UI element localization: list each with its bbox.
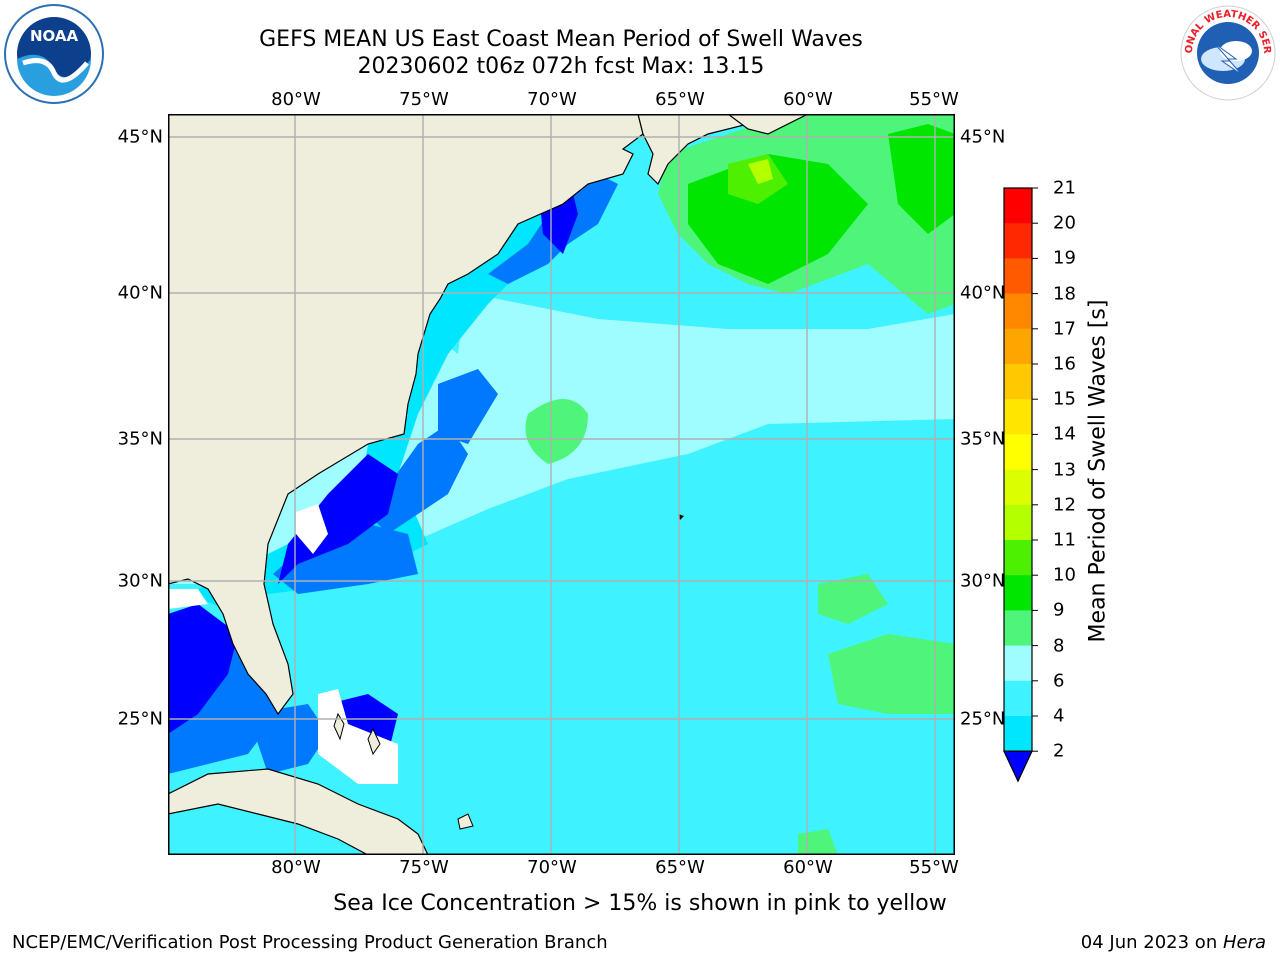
colorbar-tick-label: 18 bbox=[1053, 283, 1076, 305]
colorbar-segment bbox=[1004, 188, 1032, 224]
lat-label-left: 25°N bbox=[117, 708, 163, 730]
nws-logo: NATIONAL WEATHER SERVICE bbox=[1178, 3, 1276, 101]
chart-subtitle: 20230602 t06z 072h fcst Max: 13.15 bbox=[357, 54, 765, 79]
colorbar bbox=[1003, 187, 1038, 783]
lon-label-top: 55°W bbox=[909, 89, 959, 110]
colorbar-segment bbox=[1004, 680, 1032, 717]
colorbar-tick-label: 16 bbox=[1053, 353, 1076, 375]
colorbar-tick-label: 19 bbox=[1053, 247, 1076, 269]
lon-label-top: 65°W bbox=[655, 89, 705, 110]
lat-label-right: 25°N bbox=[960, 708, 1006, 730]
colorbar-tick-label: 8 bbox=[1053, 635, 1065, 657]
colorbar-segment bbox=[1004, 399, 1032, 435]
colorbar-label: Mean Period of Swell Waves [s] bbox=[1085, 299, 1111, 643]
chart-title: GEFS MEAN US East Coast Mean Period of S… bbox=[259, 27, 863, 52]
colorbar-segment bbox=[1004, 540, 1032, 576]
colorbar-tick-label: 2 bbox=[1053, 740, 1065, 762]
colorbar-segment bbox=[1004, 364, 1032, 400]
svg-text:NOAA: NOAA bbox=[30, 27, 79, 45]
colorbar-tick-label: 11 bbox=[1053, 529, 1076, 551]
swell-period-map bbox=[168, 114, 955, 855]
colorbar-segment bbox=[1004, 223, 1032, 259]
colorbar-tick-label: 6 bbox=[1053, 670, 1065, 692]
lat-label-left: 35°N bbox=[117, 428, 163, 450]
lon-label-bottom: 70°W bbox=[527, 857, 577, 878]
lat-label-right: 30°N bbox=[960, 570, 1006, 592]
colorbar-tick-label: 13 bbox=[1053, 459, 1076, 481]
colorbar-segment bbox=[1004, 575, 1032, 611]
credit-text: NCEP/EMC/Verification Post Processing Pr… bbox=[12, 932, 608, 953]
sea-ice-note: Sea Ice Concentration > 15% is shown in … bbox=[333, 891, 947, 916]
colorbar-tick-label: 17 bbox=[1053, 318, 1076, 340]
colorbar-tick-label: 15 bbox=[1053, 388, 1076, 410]
colorbar-tick-label: 21 bbox=[1053, 177, 1076, 199]
colorbar-segment bbox=[1004, 328, 1032, 365]
lat-label-left: 30°N bbox=[117, 570, 163, 592]
colorbar-segment bbox=[1004, 434, 1032, 471]
lon-label-top: 80°W bbox=[271, 89, 321, 110]
lat-label-left: 45°N bbox=[117, 126, 163, 148]
colorbar-tick-label: 4 bbox=[1053, 705, 1065, 727]
colorbar-tick-label: 12 bbox=[1053, 494, 1076, 516]
lat-label-right: 40°N bbox=[960, 282, 1006, 304]
lon-label-bottom: 65°W bbox=[655, 857, 705, 878]
colorbar-segment bbox=[1004, 504, 1032, 541]
lon-label-top: 70°W bbox=[527, 89, 577, 110]
lon-label-bottom: 75°W bbox=[399, 857, 449, 878]
lon-label-top: 75°W bbox=[399, 89, 449, 110]
colorbar-segment bbox=[1004, 610, 1032, 647]
lat-label-right: 45°N bbox=[960, 126, 1006, 148]
date-text: 04 Jun 2023 on bbox=[1080, 932, 1223, 953]
lat-label-left: 40°N bbox=[117, 282, 163, 304]
lat-label-right: 35°N bbox=[960, 428, 1006, 450]
colorbar-tick-label: 20 bbox=[1053, 212, 1076, 234]
colorbar-extend-triangle bbox=[1003, 750, 1033, 783]
lon-label-top: 60°W bbox=[783, 89, 833, 110]
host-name: Hera bbox=[1222, 932, 1266, 953]
noaa-logo: NOAA bbox=[4, 4, 104, 104]
lon-label-bottom: 55°W bbox=[909, 857, 959, 878]
colorbar-tick-label: 14 bbox=[1053, 423, 1076, 445]
colorbar-segment bbox=[1004, 469, 1032, 506]
colorbar-tick-label: 10 bbox=[1053, 564, 1076, 586]
lon-label-bottom: 80°W bbox=[271, 857, 321, 878]
lon-label-bottom: 60°W bbox=[783, 857, 833, 878]
colorbar-tick-label: 9 bbox=[1053, 599, 1065, 621]
colorbar-segment bbox=[1004, 716, 1032, 752]
colorbar-segment bbox=[1004, 258, 1032, 295]
colorbar-segment bbox=[1004, 645, 1032, 682]
date-stamp: 04 Jun 2023 on Hera bbox=[1081, 932, 1266, 953]
colorbar-segment bbox=[1004, 293, 1032, 330]
